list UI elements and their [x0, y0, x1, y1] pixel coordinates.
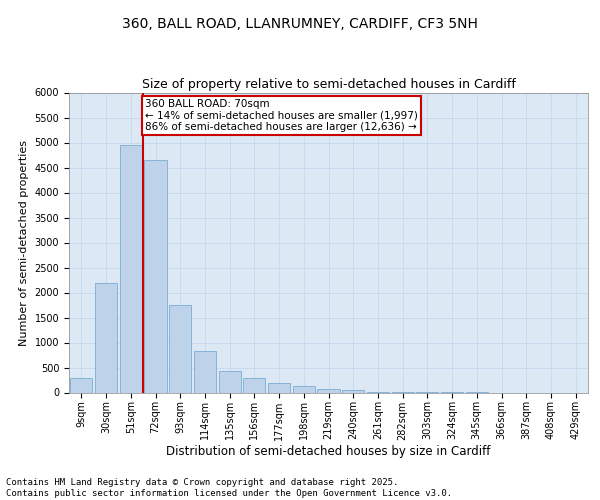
Y-axis label: Number of semi-detached properties: Number of semi-detached properties — [19, 140, 29, 346]
Bar — [70, 378, 92, 392]
Bar — [218, 371, 241, 392]
Text: 360 BALL ROAD: 70sqm
← 14% of semi-detached houses are smaller (1,997)
86% of se: 360 BALL ROAD: 70sqm ← 14% of semi-detac… — [145, 99, 418, 132]
Text: Contains HM Land Registry data © Crown copyright and database right 2025.
Contai: Contains HM Land Registry data © Crown c… — [6, 478, 452, 498]
Bar — [119, 145, 142, 392]
Text: 360, BALL ROAD, LLANRUMNEY, CARDIFF, CF3 5NH: 360, BALL ROAD, LLANRUMNEY, CARDIFF, CF3… — [122, 18, 478, 32]
Bar — [243, 378, 265, 392]
Bar — [145, 160, 167, 392]
Bar — [268, 382, 290, 392]
Bar — [317, 389, 340, 392]
Title: Size of property relative to semi-detached houses in Cardiff: Size of property relative to semi-detach… — [142, 78, 515, 92]
X-axis label: Distribution of semi-detached houses by size in Cardiff: Distribution of semi-detached houses by … — [166, 445, 491, 458]
Bar — [95, 282, 117, 393]
Bar — [293, 386, 315, 392]
Bar — [169, 305, 191, 392]
Bar — [194, 351, 216, 393]
Bar — [342, 390, 364, 392]
